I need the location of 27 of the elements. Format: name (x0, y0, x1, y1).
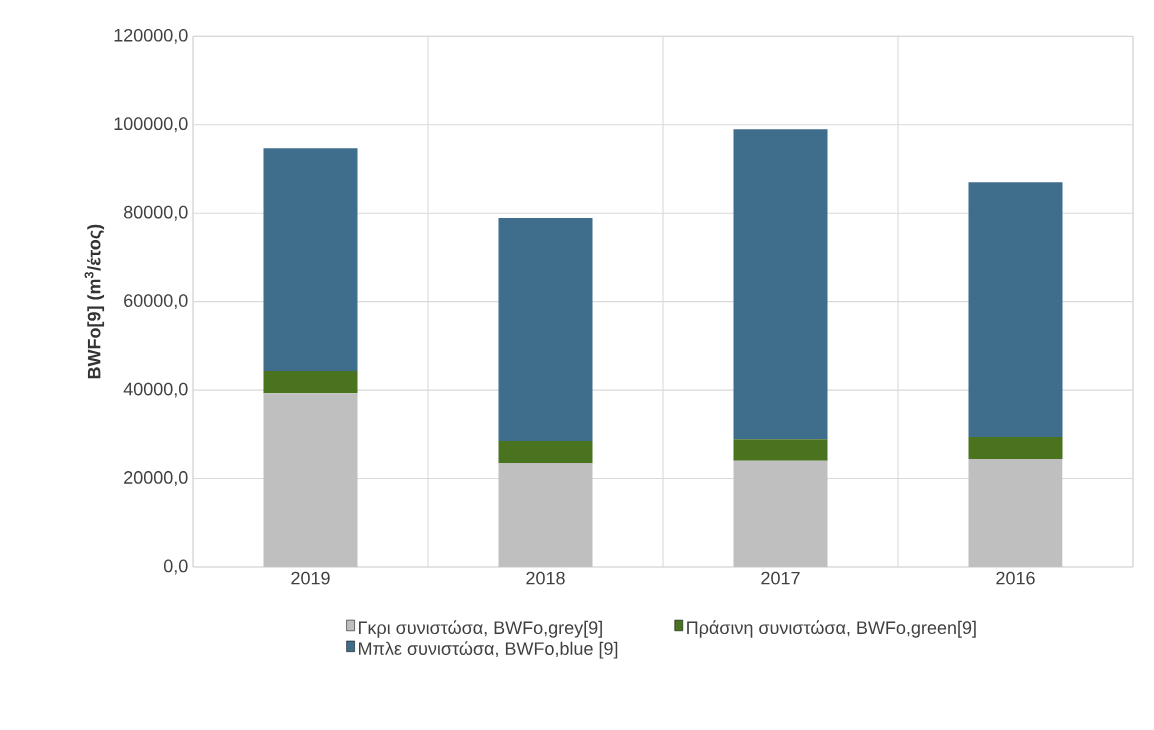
y-tick-label: 80000,0 (124, 205, 188, 221)
x-tick-label: 2016 (996, 571, 1035, 585)
y-tick-label: 120000,0 (114, 28, 188, 44)
bar (733, 439, 828, 461)
bar (968, 182, 1063, 437)
legend-label: Πράσινη συνιστώσα, BWFo,green[9] (687, 620, 976, 638)
y-tick-label: 40000,0 (123, 382, 188, 398)
bar (733, 129, 828, 440)
bar (498, 218, 593, 441)
bar (968, 459, 1063, 567)
bar (263, 393, 358, 567)
bar (263, 371, 358, 394)
x-tick-label: 2019 (291, 571, 330, 585)
x-tick-label: 2017 (761, 571, 800, 585)
bar (498, 463, 593, 567)
bar (733, 460, 828, 567)
y-axis-title: BWFo[9] (m$^{3}$/έτος) (84, 224, 105, 379)
x-tick-label: 2018 (526, 571, 565, 585)
y-tick-label: 100000,0 (114, 117, 188, 133)
bar (498, 440, 593, 464)
y-tick-label: 20000,0 (124, 471, 188, 486)
legend-label: Γκρι συνιστώσα, BWFo,grey[9] (359, 620, 602, 638)
bar (968, 436, 1063, 460)
legend-label: Μπλε συνιστώσα, BWFo,blue [9] (359, 641, 618, 659)
bar (263, 148, 358, 372)
y-tick-label: 0,0 (163, 559, 188, 575)
y-tick-label: 60000,0 (124, 294, 188, 310)
